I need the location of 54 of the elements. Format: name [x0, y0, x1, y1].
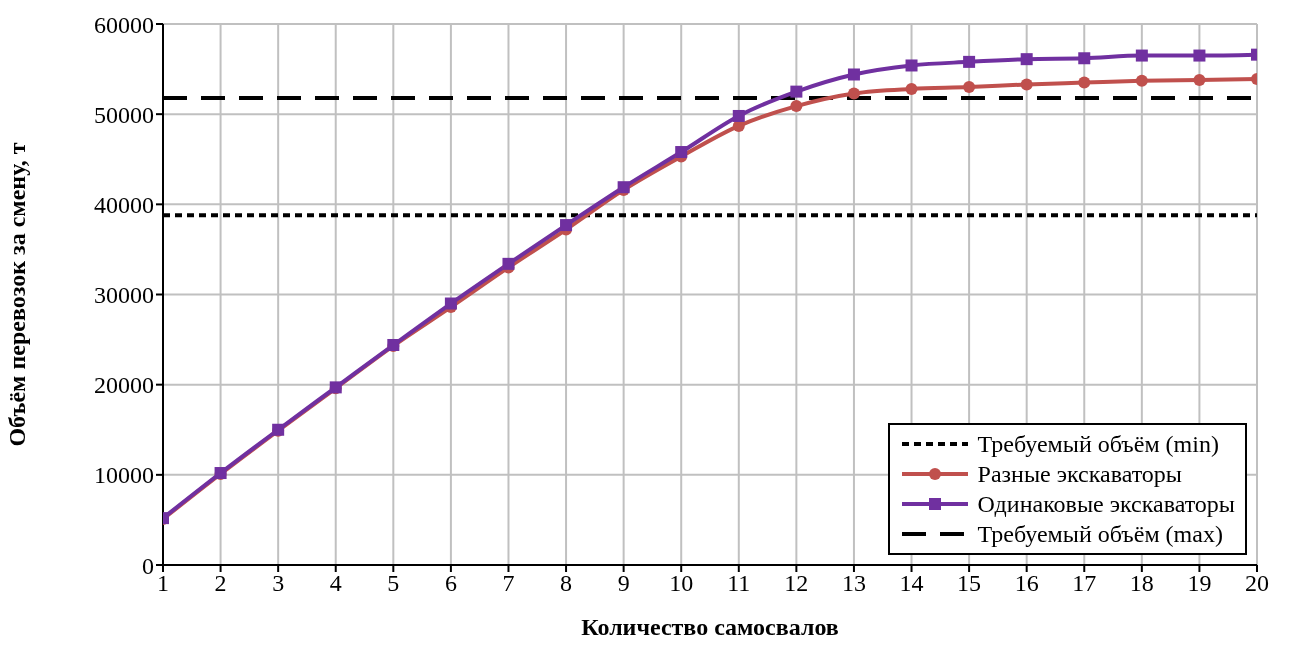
- point: [905, 82, 918, 95]
- x-tick-label: 15: [957, 570, 982, 597]
- x-tick-label: 1: [157, 570, 169, 597]
- point: [963, 81, 976, 94]
- x-axis-title: Количество самосвалов: [581, 614, 839, 640]
- point: [675, 146, 688, 159]
- y-tick-label: 30000: [94, 282, 154, 309]
- y-tick-label: 60000: [94, 11, 154, 38]
- legend-label: Одинаковые экскаваторы: [977, 490, 1235, 519]
- x-tick-label: 9: [617, 570, 630, 597]
- point: [847, 68, 860, 81]
- y-tick-label: 10000: [94, 462, 154, 489]
- y-tick-label: 50000: [94, 101, 154, 128]
- x-tick-label: 14: [899, 570, 924, 597]
- x-tick-label: 3: [272, 570, 285, 597]
- point: [1193, 49, 1206, 62]
- legend-label: Требуемый объём (min): [977, 430, 1219, 459]
- point: [444, 297, 457, 310]
- x-tick-label: 16: [1014, 570, 1039, 597]
- x-tick-label: 5: [387, 570, 400, 597]
- x-tick-label: 19: [1187, 570, 1212, 597]
- x-tick-label: 12: [784, 570, 809, 597]
- x-tick-label: 17: [1072, 570, 1097, 597]
- x-tick-label: 20: [1245, 570, 1269, 597]
- point: [790, 85, 803, 98]
- point: [905, 59, 918, 72]
- x-tick-label: 10: [669, 570, 694, 597]
- point: [502, 257, 515, 270]
- x-tick-label: 11: [727, 570, 751, 597]
- point: [1135, 49, 1148, 62]
- point: [560, 219, 573, 232]
- x-tick-label: 6: [444, 570, 457, 597]
- point: [1078, 76, 1091, 89]
- legend-label: Требуемый объём (max): [977, 520, 1223, 549]
- x-tick-label: 7: [502, 570, 515, 597]
- y-axis-title: Объём перевозок за смену, т: [3, 142, 30, 447]
- point: [963, 55, 976, 68]
- y-tick-label: 40000: [94, 191, 154, 218]
- legend-label: Разные экскаваторы: [977, 460, 1182, 489]
- y-tick-label: 0: [142, 552, 154, 579]
- point: [1020, 53, 1033, 66]
- point: [1078, 52, 1091, 65]
- y-tick-label: 20000: [94, 372, 154, 399]
- point: [1020, 78, 1033, 91]
- point: [732, 109, 745, 122]
- x-tick-label: 13: [841, 570, 866, 597]
- point: [790, 100, 803, 113]
- x-tick-label: 2: [214, 570, 227, 597]
- point: [1135, 74, 1148, 87]
- point: [1193, 73, 1206, 86]
- x-tick-label: 18: [1129, 570, 1154, 597]
- x-tick-label: 4: [329, 570, 342, 597]
- point: [847, 87, 860, 100]
- x-tick-label: 8: [560, 570, 573, 597]
